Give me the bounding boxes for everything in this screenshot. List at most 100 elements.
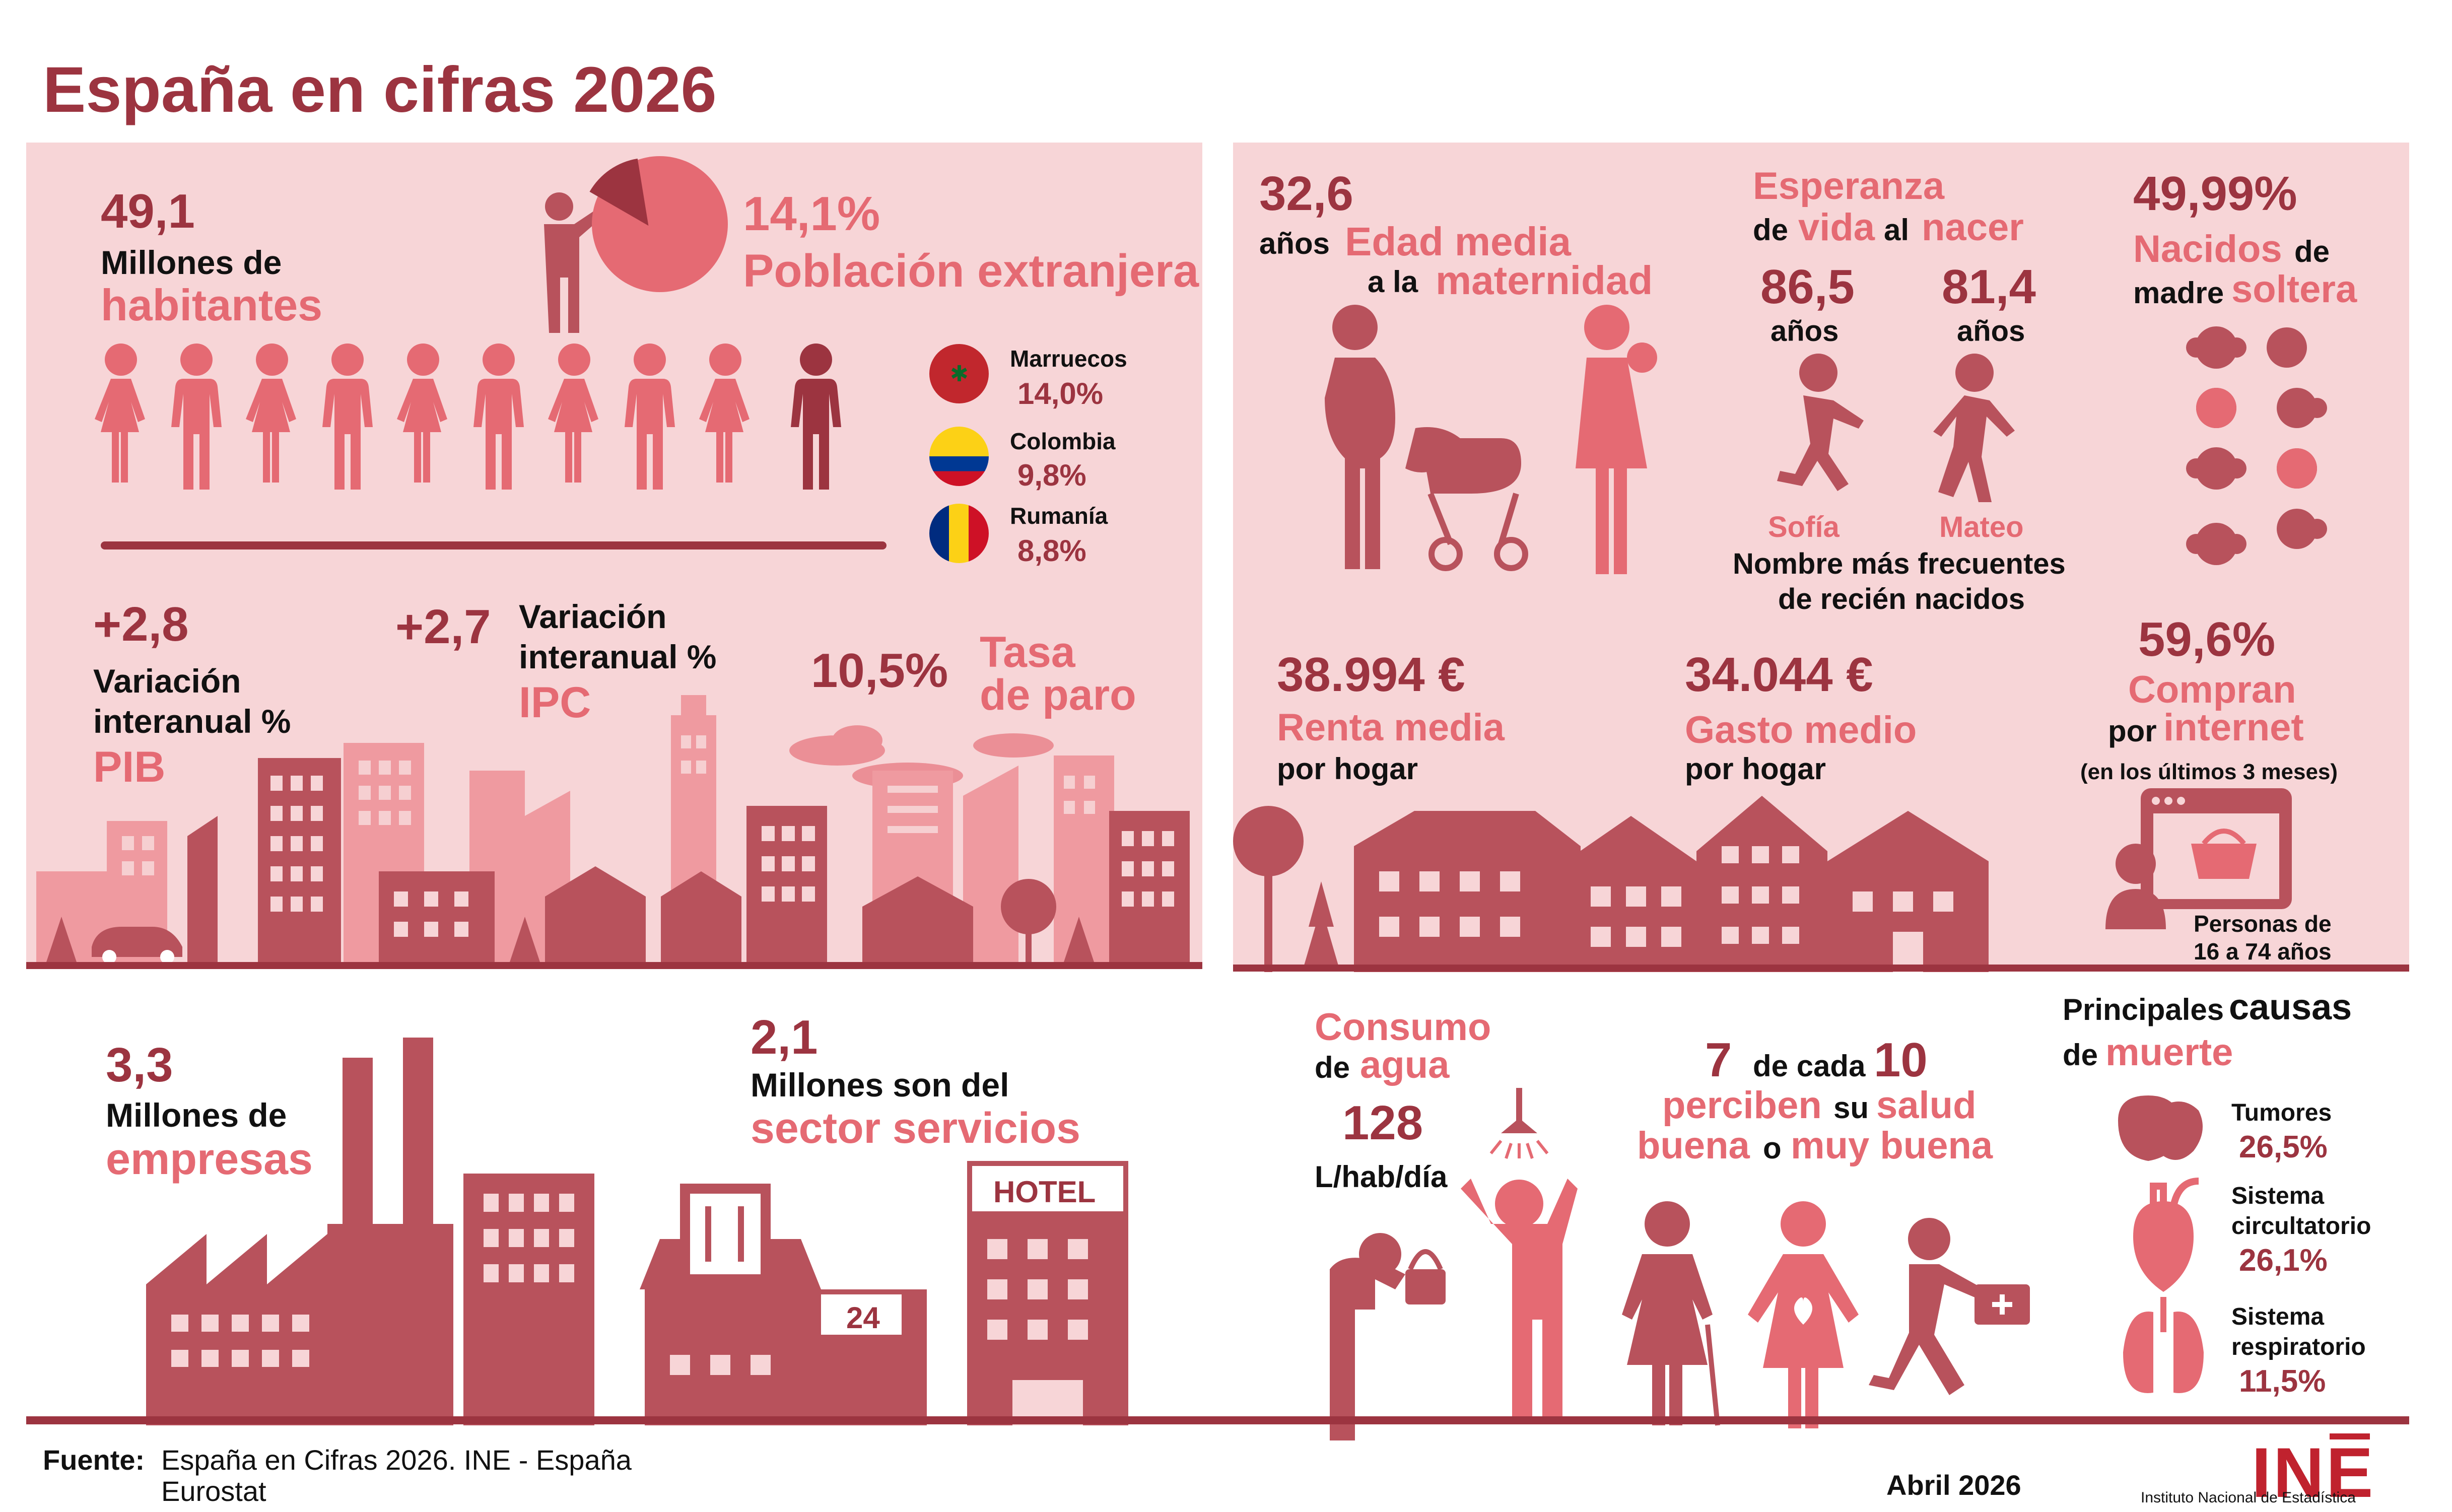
factory-illustration	[146, 1038, 594, 1425]
causes-t1: Principales	[2063, 993, 2224, 1026]
services-illustration	[640, 1161, 1128, 1425]
footer-source-2: Eurostat	[161, 1475, 266, 1507]
ine-logo-bar	[2330, 1433, 2370, 1439]
maternity-value: 32,6	[1259, 167, 1353, 221]
life-word-4: al	[1884, 213, 1910, 247]
pib-label-2: interanual %	[93, 703, 291, 740]
health-w2: su	[1833, 1091, 1869, 1125]
health-w5: o	[1763, 1131, 1782, 1165]
servicios-value: 2,1	[751, 1010, 818, 1064]
health-mid: de cada	[1753, 1049, 1866, 1083]
internet-value: 59,6%	[2138, 612, 2276, 666]
life-word-3: vida	[1798, 206, 1875, 249]
houses-ground-line	[1233, 965, 2409, 972]
paro-label-1: Tasa	[980, 628, 1075, 676]
internet-people-2: 16 a 74 años	[2194, 938, 2332, 965]
causes-t4: muerte	[2105, 1031, 2233, 1074]
foreign-value: 14,1%	[743, 187, 880, 241]
health-w1: perciben	[1662, 1084, 1822, 1127]
empresas-label-1: Millones de	[106, 1096, 287, 1134]
population-value: 49,1	[101, 184, 195, 238]
country-name-2: Colombia	[1010, 428, 1116, 454]
water-label-2: de	[1315, 1051, 1350, 1084]
cause-1-pct: 26,5%	[2239, 1130, 2328, 1164]
life-name-male: Mateo	[1939, 511, 2024, 543]
health-n2: 10	[1874, 1033, 1928, 1087]
names-label-1: Nombre más frecuentes	[1733, 547, 2066, 580]
footer-source-1: España en Cifras 2026. INE - España	[161, 1444, 632, 1476]
income-value: 38.994 €	[1277, 648, 1465, 702]
cause-2-name-1: Sistema	[2231, 1183, 2325, 1209]
ine-logo: INE	[2252, 1433, 2375, 1512]
ipc-name: IPC	[519, 678, 591, 727]
country-name-1: Marruecos	[1010, 346, 1127, 372]
maternity-label-1: Edad media	[1345, 219, 1572, 264]
online-shopping-icon	[2105, 788, 2292, 929]
cause-3-name-1: Sistema	[2231, 1303, 2325, 1330]
country-pct-3: 8,8%	[1017, 534, 1086, 568]
life-male-value: 81,4	[1942, 260, 2036, 314]
population-label-2: habitantes	[101, 280, 323, 330]
ipc-label-1: Variación	[519, 598, 667, 635]
health-w6: muy buena	[1791, 1124, 1993, 1167]
income-label-2: por hogar	[1277, 752, 1418, 786]
health-people-illustration	[1622, 1201, 2030, 1428]
health-w3: salud	[1876, 1084, 1977, 1127]
births-word-2: de	[2294, 235, 2330, 268]
cause-3-pct: 11,5%	[2239, 1364, 2326, 1399]
water-value: 128	[1342, 1096, 1423, 1150]
life-name-female: Sofía	[1768, 511, 1840, 543]
births-word-3: madre	[2133, 276, 2224, 310]
ipc-value: +2,7	[395, 600, 491, 654]
internet-people-1: Personas de	[2194, 911, 2332, 937]
population-people-icons	[95, 343, 887, 549]
mother-stroller-illustration	[1325, 305, 1657, 574]
names-label-2: de recién nacidos	[1778, 583, 2025, 615]
footer-date: Abril 2026	[1886, 1469, 2021, 1501]
internet-word-3: internet	[2163, 706, 2304, 749]
country-pct-2: 9,8%	[1017, 458, 1086, 492]
births-word-4: soltera	[2231, 268, 2357, 311]
life-female-value: 86,5	[1760, 260, 1855, 314]
births-word-1: Nacidos	[2133, 228, 2282, 270]
spending-label-2: por hogar	[1685, 752, 1826, 786]
paro-label-2: de paro	[980, 671, 1136, 719]
pib-label-1: Variación	[93, 662, 241, 700]
babies-icons	[2186, 326, 2327, 565]
life-word-2: de	[1753, 213, 1789, 247]
life-word-5: nacer	[1922, 206, 2024, 249]
empresas-value: 3,3	[106, 1038, 173, 1092]
empresas-label-2: empresas	[106, 1134, 313, 1184]
bottom-ground-line	[26, 1416, 2409, 1424]
internet-word-1: Compran	[2128, 668, 2296, 711]
flag-marruecos-icon: ✱	[929, 344, 989, 403]
life-word-1: Esperanza	[1753, 165, 1945, 208]
life-male-unit: años	[1957, 315, 2025, 348]
paro-value: 10,5%	[811, 644, 948, 698]
internet-word-2: por	[2108, 714, 2157, 748]
footer-source-label: Fuente:	[43, 1444, 145, 1476]
flag-colombia-icon	[929, 427, 989, 486]
country-name-3: Rumanía	[1010, 503, 1108, 529]
store-sign-text: 24	[846, 1301, 880, 1335]
maternity-unit: años	[1259, 227, 1330, 260]
servicios-label-2: sector servicios	[751, 1104, 1080, 1152]
ipc-label-2: interanual %	[519, 638, 717, 675]
water-label-3: agua	[1360, 1044, 1450, 1086]
pie-slice-foreign	[589, 158, 649, 226]
spending-value: 34.044 €	[1685, 648, 1873, 702]
maternity-label-3: maternidad	[1436, 258, 1653, 303]
country-pct-1: 14,0%	[1017, 377, 1104, 410]
internet-note: (en los últimos 3 meses)	[2080, 760, 2338, 784]
houses-illustration	[1233, 796, 1989, 972]
city-skyline-illustration	[26, 695, 1202, 969]
income-label-1: Renta media	[1277, 706, 1505, 749]
cause-3-name-2: respiratorio	[2231, 1334, 2366, 1360]
pib-name: PIB	[93, 743, 166, 791]
hotel-sign-text: HOTEL	[993, 1175, 1096, 1209]
water-label-1: Consumo	[1315, 1006, 1491, 1049]
ine-logo-subtitle: Instituto Nacional de Estadística	[2141, 1489, 2356, 1506]
maternity-label-2: a la	[1368, 265, 1418, 299]
causes-t3: de	[2063, 1038, 2098, 1072]
flag-rumania-icon	[929, 504, 989, 563]
